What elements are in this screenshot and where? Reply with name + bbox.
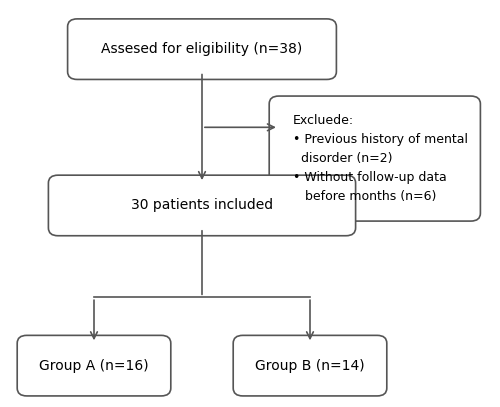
Text: Assesed for eligibility (n=38): Assesed for eligibility (n=38)	[102, 42, 302, 56]
Text: Group A (n=16): Group A (n=16)	[39, 359, 149, 373]
Text: Group B (n=14): Group B (n=14)	[255, 359, 365, 373]
FancyBboxPatch shape	[233, 335, 387, 396]
FancyBboxPatch shape	[269, 96, 480, 221]
FancyBboxPatch shape	[17, 335, 171, 396]
FancyBboxPatch shape	[48, 175, 356, 236]
Text: Excluede:
• Previous history of mental
  disorder (n=2)
• Without follow-up data: Excluede: • Previous history of mental d…	[293, 114, 468, 203]
FancyBboxPatch shape	[68, 19, 336, 79]
Text: 30 patients included: 30 patients included	[131, 199, 273, 212]
